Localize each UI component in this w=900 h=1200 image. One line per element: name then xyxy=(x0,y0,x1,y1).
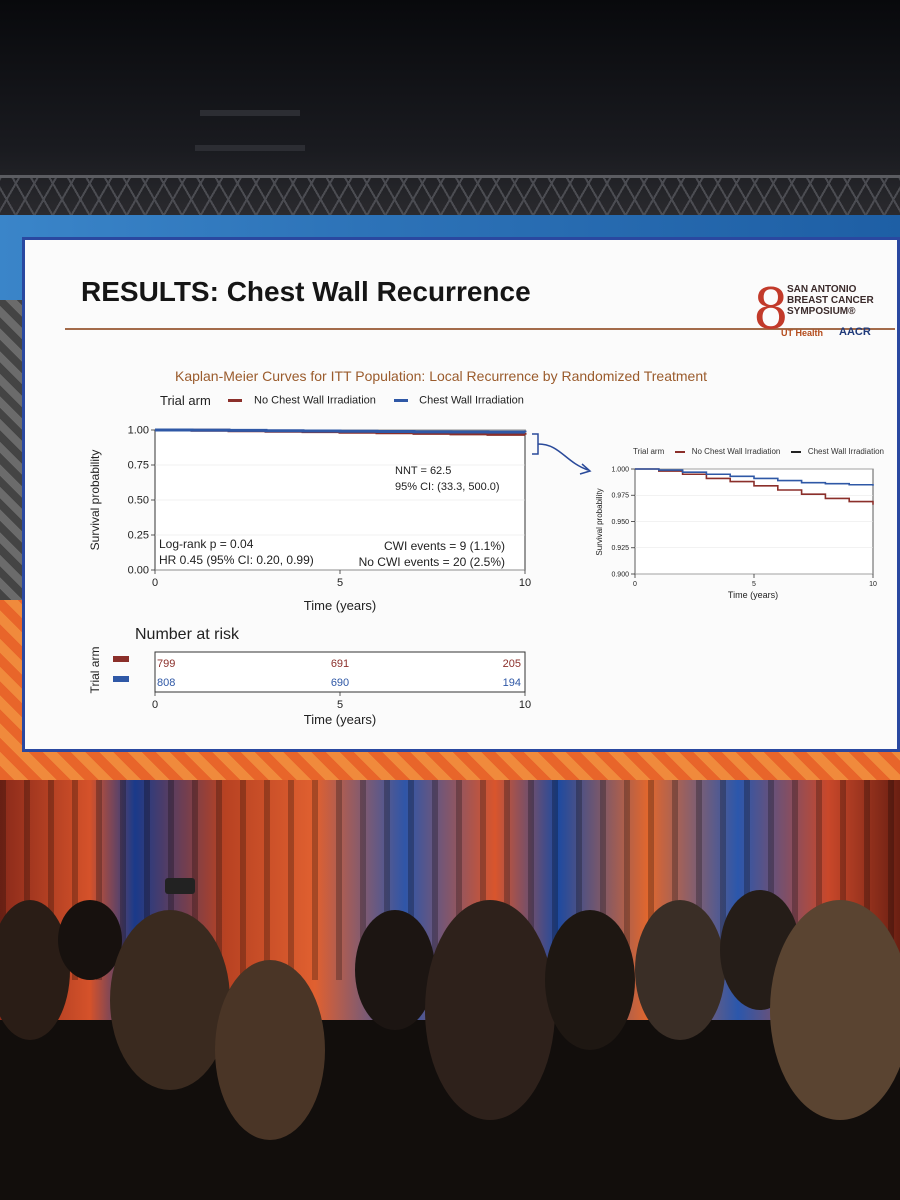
side-stripes xyxy=(0,300,22,600)
risk-cell: 194 xyxy=(503,677,521,689)
risk-cell: 690 xyxy=(331,677,349,689)
presentation-slide: RESULTS: Chest Wall Recurrence 8 SAN ANT… xyxy=(22,237,900,752)
y-tick-label: 1.00 xyxy=(128,425,149,437)
legend-swatch-cwi xyxy=(393,399,408,403)
phone-silhouette xyxy=(165,878,195,894)
legend-item-no-cwi: No Chest Wall Irradiation xyxy=(254,394,376,407)
x-tick-label: 0 xyxy=(152,577,158,589)
y-tick-label: 0.975 xyxy=(611,493,629,500)
zoom-x-axis-label: Time (years) xyxy=(728,590,778,600)
risk-swatch-no-cwi xyxy=(113,656,129,662)
zoom-legend-title: Trial arm xyxy=(633,447,665,456)
y-tick-label: 0.25 xyxy=(128,530,149,542)
x-tick-label: 10 xyxy=(519,577,531,589)
chart-subtitle: Kaplan-Meier Curves for ITT Population: … xyxy=(175,368,707,384)
x-axis-label: Time (years) xyxy=(304,598,376,613)
aacr-logo: AACR xyxy=(839,326,871,338)
zoom-y-axis-label: Survival probability xyxy=(595,488,604,555)
hr-annotation: HR 0.45 (95% CI: 0.20, 0.99) xyxy=(159,553,314,567)
main-legend: Trial arm No Chest Wall Irradiation Ches… xyxy=(160,392,524,408)
km-curve-cwi xyxy=(635,468,874,486)
risk-table: Trial arm 799 691 205 808 690 194 0 5 10 Time (… xyxy=(88,647,531,727)
nnt-ci-annotation: 95% CI: (33.3, 500.0) xyxy=(395,481,500,493)
y-tick-label: 0.50 xyxy=(128,495,149,507)
risk-cell: 205 xyxy=(503,658,521,670)
audience-silhouettes xyxy=(0,878,900,1200)
risk-cell: 808 xyxy=(157,677,175,689)
ut-health-logo: UT Health xyxy=(781,328,824,338)
risk-x-tick-label: 0 xyxy=(152,699,158,711)
y-tick-label: 0.950 xyxy=(611,519,629,526)
y-tick-label: 0.75 xyxy=(128,460,149,472)
slide-title: RESULTS: Chest Wall Recurrence xyxy=(81,276,531,307)
km-zoom-chart: 0.900 0.925 0.950 0.975 1.000 0 5 10 Survival … xyxy=(595,466,877,600)
risk-table-y-label: Trial arm xyxy=(88,647,102,694)
zoom-legend: Trial arm No Chest Wall Irradiation Ches… xyxy=(633,447,884,456)
y-tick-label: 1.000 xyxy=(611,466,629,473)
no-cwi-events-annotation: No CWI events = 20 (2.5%) xyxy=(359,555,505,569)
zoom-legend-item-cwi: Chest Wall Irradiation xyxy=(807,447,885,456)
risk-cell: 799 xyxy=(157,658,175,670)
y-axis-label: Survival probability xyxy=(88,450,102,551)
y-tick-label: 0.00 xyxy=(128,565,149,577)
risk-table-title: Number at risk xyxy=(135,626,240,643)
km-curve-cwi xyxy=(155,428,527,434)
nnt-annotation: NNT = 62.5 xyxy=(395,465,451,477)
risk-cell: 691 xyxy=(331,658,349,670)
legend-swatch-no-cwi xyxy=(228,399,243,403)
legend-item-cwi: Chest Wall Irradiation xyxy=(419,394,524,407)
ceiling-light xyxy=(200,110,300,116)
logo-text: SAN ANTONIO BREAST CANCER SYMPOSIUM® xyxy=(787,284,874,317)
risk-table-box xyxy=(154,651,526,693)
zoom-bracket-arrow xyxy=(532,433,592,475)
cwi-events-annotation: CWI events = 9 (1.1%) xyxy=(384,539,505,553)
logo-emblem-icon: 8 xyxy=(753,277,789,342)
zoom-legend-item-no-cwi: No Chest Wall Irradiation xyxy=(691,447,781,456)
x-tick-label: 5 xyxy=(752,581,756,588)
symposium-logo: 8 SAN ANTONIO BREAST CANCER SYMPOSIUM® U… xyxy=(753,282,883,352)
title-rule xyxy=(65,328,895,330)
y-tick-label: 0.925 xyxy=(611,545,629,552)
risk-x-axis-label: Time (years) xyxy=(304,712,376,727)
y-tick-label: 0.900 xyxy=(611,571,629,578)
zoom-legend-swatch-no-cwi xyxy=(674,450,685,453)
km-main-chart: 0.00 0.25 0.50 0.75 1.00 0 5 10 Survival proba… xyxy=(88,425,531,613)
risk-swatch-cwi xyxy=(113,676,129,682)
legend-title: Trial arm xyxy=(160,393,211,409)
x-tick-label: 10 xyxy=(869,581,877,588)
risk-x-tick-label: 10 xyxy=(519,699,531,711)
zoom-legend-swatch-cwi xyxy=(790,450,801,453)
risk-x-tick-label: 5 xyxy=(337,699,343,711)
x-tick-label: 5 xyxy=(337,577,343,589)
x-tick-label: 0 xyxy=(633,581,637,588)
logrank-annotation: Log-rank p = 0.04 xyxy=(159,537,254,551)
ceiling-light xyxy=(195,145,305,151)
